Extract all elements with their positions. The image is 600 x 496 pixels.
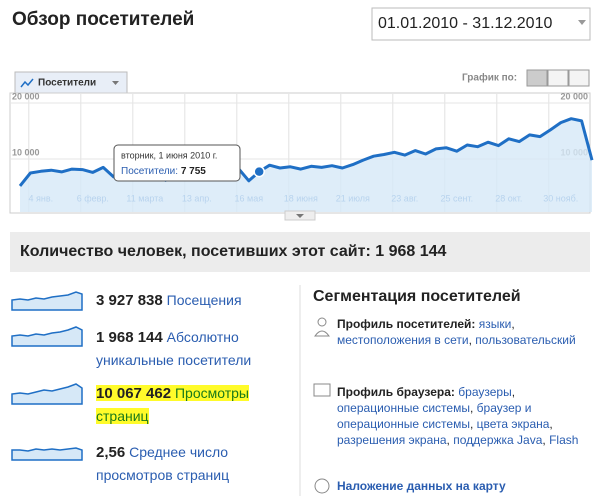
metric: 10 067 462 Просмотры страниц — [96, 382, 286, 427]
metric-value: 10 067 462 — [96, 385, 172, 402]
separator: , — [469, 401, 474, 415]
page-title: Обзор посетителей — [12, 9, 194, 30]
segment-link[interactable]: Flash — [549, 433, 579, 447]
segment-link[interactable]: местоположения в сети — [337, 333, 469, 347]
tooltip-value: Посетители: 7 755 — [121, 166, 206, 177]
date-picker[interactable] — [371, 7, 591, 41]
tooltip-label: Посетители: — [121, 166, 178, 177]
view-month[interactable] — [568, 69, 590, 87]
sparklines — [11, 291, 83, 461]
segment-link[interactable]: браузер и операционные системы — [337, 401, 532, 431]
segment-link[interactable]: пользовательский — [475, 333, 576, 347]
separator: , — [511, 317, 515, 331]
y-tick-label: 10 000 — [12, 147, 40, 157]
separator: , — [542, 433, 546, 447]
chart: Обзор посетителей 01.01.2010 - 31.12.201… — [9, 7, 594, 272]
segment-link[interactable]: языки — [478, 317, 512, 331]
line-icon — [20, 78, 34, 88]
segment-link[interactable]: операционные системы — [337, 401, 470, 415]
tooltip-date: вторник, 1 июня 2010 г. — [121, 150, 217, 160]
view-label: График по: — [462, 72, 517, 84]
tooltip-box — [113, 144, 241, 182]
metric-selector: Посетители — [38, 78, 96, 89]
view-week[interactable] — [547, 69, 569, 87]
handle-arrow — [296, 214, 304, 218]
separator: , — [468, 333, 472, 347]
segment-label: Профиль посетителей: — [337, 317, 476, 331]
lower-panel: Сегментация посетителей — [11, 285, 521, 496]
segment: Профиль посетителей: языки, местоположен… — [337, 316, 587, 348]
browser-icon — [313, 383, 331, 397]
highlight-point — [253, 165, 265, 178]
date-range: 01.01.2010 - 31.12.2010 — [378, 15, 552, 32]
segment-link[interactable]: браузеры — [458, 385, 512, 399]
segment: Наложение данных на карту — [337, 478, 587, 494]
metric-label[interactable]: Посещения — [166, 292, 242, 308]
person-icon — [317, 317, 327, 327]
summary-bar — [10, 232, 590, 272]
globe-icon — [314, 478, 330, 494]
segmentation-title: Сегментация посетителей — [313, 288, 521, 305]
metric-value: 2,56 — [96, 444, 126, 461]
segment-label[interactable]: Наложение данных на карту — [337, 479, 506, 493]
metric-value: 1 968 144 — [96, 329, 163, 346]
area — [20, 118, 592, 212]
separator: , — [446, 433, 450, 447]
summary: Количество человек, посетивших этот сайт… — [20, 243, 447, 260]
metric: 1 968 144 Абсолютно уникальные посетител… — [96, 326, 286, 371]
tab-arrow — [112, 81, 119, 85]
segment-link[interactable]: поддержка Java — [453, 433, 543, 447]
metric-text: 1 968 144 Абсолютно уникальные посетител… — [96, 329, 251, 368]
metric-text: 3 927 838 Посещения — [96, 292, 242, 309]
segment-link[interactable]: цвета экрана — [476, 417, 550, 431]
separator: , — [469, 417, 474, 431]
metric-text: 10 067 462 Просмотры страниц — [96, 385, 249, 424]
separator: , — [549, 417, 553, 431]
y-tick-label-right: 20 000 — [560, 91, 588, 101]
segment-link[interactable]: разрешения экрана — [337, 433, 447, 447]
person-icon-body — [314, 330, 330, 337]
metric: 3 927 838 Посещения — [96, 289, 286, 312]
metric-value: 3 927 838 — [96, 292, 163, 309]
dropdown-arrow — [578, 20, 586, 25]
metric-label[interactable]: Просмотры страниц — [96, 385, 249, 424]
metric-text: 2,56 Среднее число просмотров страниц — [96, 444, 229, 483]
segment-label: Профиль браузера: — [337, 385, 455, 399]
y-tick-label: 20 000 — [12, 91, 40, 101]
metric-label[interactable]: Абсолютно уникальные посетители — [96, 329, 252, 368]
metric: 2,56 Среднее число просмотров страниц — [96, 441, 286, 486]
segment: Профиль браузера: браузеры, операционные… — [337, 384, 587, 448]
separator: , — [511, 385, 516, 399]
tooltip-number: 7 755 — [181, 166, 206, 177]
view-day[interactable] — [526, 69, 548, 87]
metric-label[interactable]: Среднее число просмотров страниц — [96, 444, 230, 483]
